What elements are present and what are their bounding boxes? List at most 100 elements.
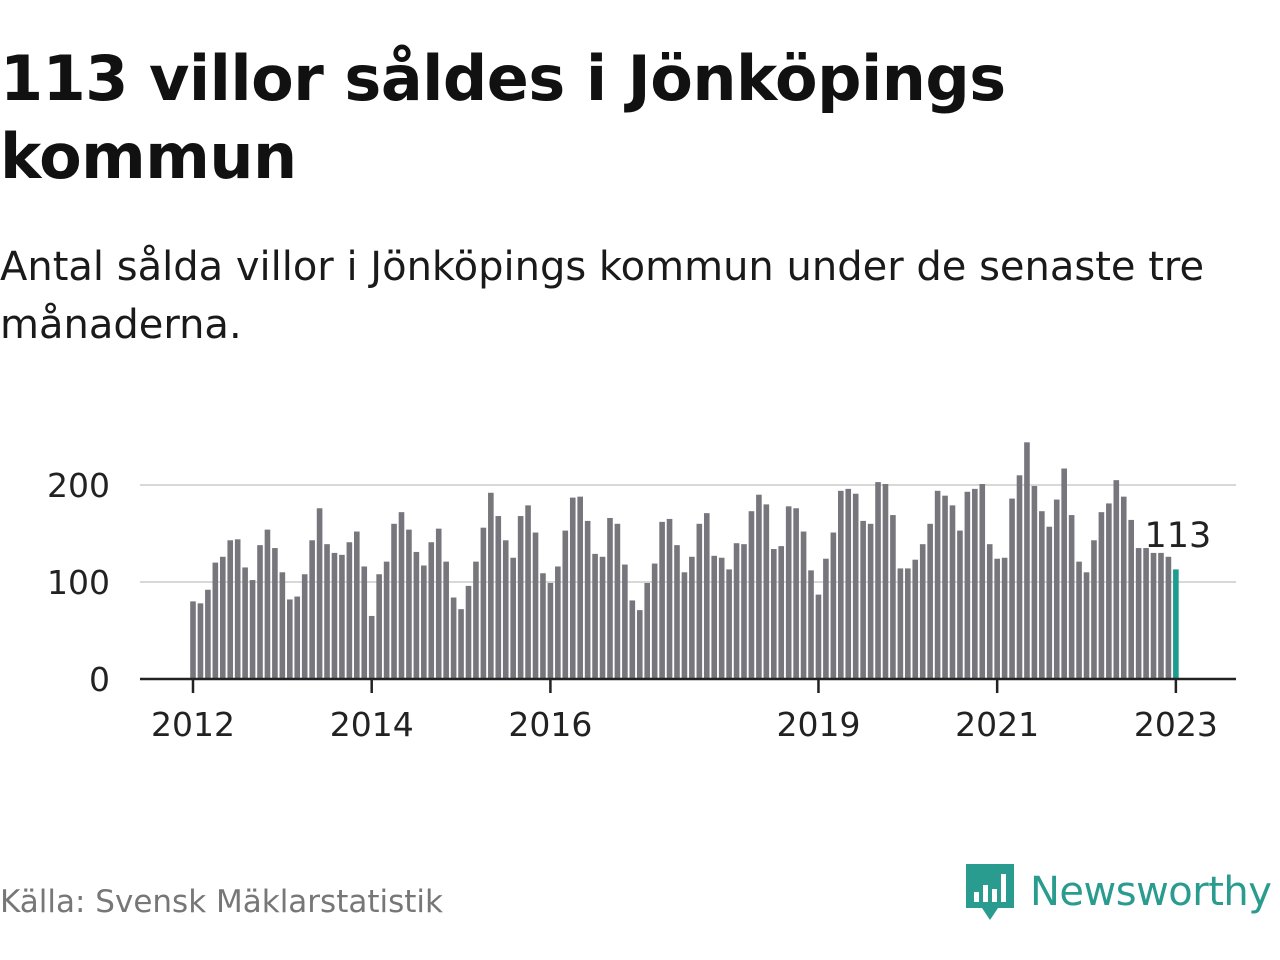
bar-2021-01 (994, 558, 1000, 679)
bar-2019-01 (815, 594, 822, 679)
brand-name: Newsworthy (1030, 869, 1272, 915)
bar-series (190, 442, 1179, 679)
bar-2021-04 (1016, 475, 1023, 679)
bar-2015-02 (465, 585, 472, 679)
bar-2019-03 (830, 532, 837, 679)
bar-2013-07 (324, 544, 330, 679)
bar-2016-02 (555, 566, 561, 679)
bar-2018-08 (778, 546, 785, 679)
bar-2021-09 (1053, 499, 1060, 679)
bar-2017-05 (666, 518, 673, 679)
bar-2016-12 (629, 600, 636, 679)
x-tick-label-2016: 2016 (508, 705, 592, 744)
bar-2013-10 (346, 542, 353, 679)
annotations: 113 (1144, 516, 1211, 556)
bar-2020-11 (979, 484, 986, 679)
bar-2014-11 (443, 561, 449, 679)
bar-2012-06 (227, 540, 234, 679)
bar-2013-08 (331, 552, 338, 679)
bar-2018-03 (741, 544, 747, 679)
bar-2020-04 (927, 523, 933, 679)
bar-2018-10 (793, 508, 799, 679)
bar-2015-12 (540, 573, 546, 679)
bar-2020-09 (964, 491, 971, 679)
bar-2020-07 (949, 505, 956, 679)
bar-2020-12 (986, 544, 993, 679)
chart-title: 113 villor såldes i Jönköpings kommun (0, 42, 1006, 193)
bar-2017-12 (718, 557, 725, 679)
bar-2015-06 (495, 516, 502, 679)
bar-2016-06 (584, 520, 591, 679)
bar-2022-03 (1098, 512, 1105, 679)
bar-2015-07 (502, 540, 509, 679)
bar-2019-06 (852, 493, 859, 679)
bar-2018-02 (733, 543, 740, 679)
brand-logo[interactable]: Newsworthy (964, 862, 1272, 922)
y-axis-labels: 0 100 200 (47, 466, 110, 699)
bar-2018-06 (763, 504, 770, 679)
bar-2015-03 (473, 561, 479, 679)
bar-2021-05 (1024, 442, 1030, 679)
bar-2014-09 (428, 542, 435, 679)
bar-2022-04 (1106, 503, 1112, 679)
bar-2022-07 (1128, 519, 1134, 679)
bar-2012-10 (257, 545, 263, 679)
bar-2022-02 (1091, 540, 1097, 679)
bar-2022-11 (1158, 552, 1164, 679)
bar-2015-09 (517, 516, 524, 679)
bar-2014-12 (450, 597, 457, 679)
bar-2013-05 (309, 540, 315, 679)
bar-2021-07 (1039, 511, 1045, 679)
bar-2013-03 (294, 596, 301, 679)
bar-2016-11 (622, 564, 628, 679)
bar-2022-09 (1143, 548, 1149, 679)
bar-2012-02 (197, 603, 204, 679)
bar-2015-01 (458, 609, 464, 679)
bar-2022-10 (1150, 552, 1157, 679)
bar-2012-07 (234, 539, 241, 679)
bar-2019-07 (860, 520, 866, 679)
bar-2017-01 (636, 610, 643, 679)
bar-2015-11 (532, 532, 539, 679)
bar-2020-05 (934, 490, 941, 679)
bar-2018-01 (726, 569, 732, 679)
bar-2014-04 (391, 523, 397, 679)
bar-2021-10 (1061, 468, 1067, 679)
bar-2017-08 (689, 556, 695, 679)
bar-2019-08 (867, 523, 874, 679)
bar-2014-01 (368, 615, 375, 679)
x-tick-label-2014: 2014 (330, 705, 414, 744)
bar-2012-09 (249, 580, 256, 679)
bar-2016-03 (562, 530, 569, 679)
bar-2021-03 (1009, 498, 1015, 679)
bar-2013-01 (279, 572, 286, 679)
bar-2013-04 (301, 574, 308, 679)
bar-2013-02 (287, 599, 293, 679)
bar-2019-11 (890, 515, 896, 679)
bar-2018-09 (785, 506, 792, 679)
bar-2016-05 (577, 496, 583, 679)
chart-subtitle: Antal sålda villor i Jönköpings kommun u… (0, 244, 1205, 348)
bar-2019-10 (882, 484, 889, 679)
bar-2016-08 (599, 556, 606, 679)
bar-2014-10 (435, 528, 442, 679)
bar-2013-11 (354, 531, 360, 679)
bar-2022-05 (1113, 480, 1120, 679)
bar-2012-12 (272, 548, 278, 679)
bar-2019-04 (838, 490, 844, 679)
bar-2013-12 (361, 566, 368, 679)
bar-2012-11 (264, 529, 271, 679)
bar-2015-08 (510, 557, 516, 679)
y-tick-label-0: 0 (89, 660, 110, 699)
bar-2017-11 (711, 555, 718, 679)
bar-2019-02 (823, 558, 829, 679)
bar-2013-06 (316, 508, 323, 679)
bar-2017-02 (644, 582, 651, 679)
bar-2012-01 (190, 601, 196, 679)
y-tick-label-100: 100 (47, 563, 110, 602)
bar-2018-12 (808, 570, 814, 679)
bar-2016-04 (569, 497, 576, 679)
bar-2020-01 (905, 568, 911, 679)
bar-2022-06 (1120, 496, 1127, 679)
x-axis: 2012 2014 2016 2019 2021 2023 (140, 677, 1236, 744)
